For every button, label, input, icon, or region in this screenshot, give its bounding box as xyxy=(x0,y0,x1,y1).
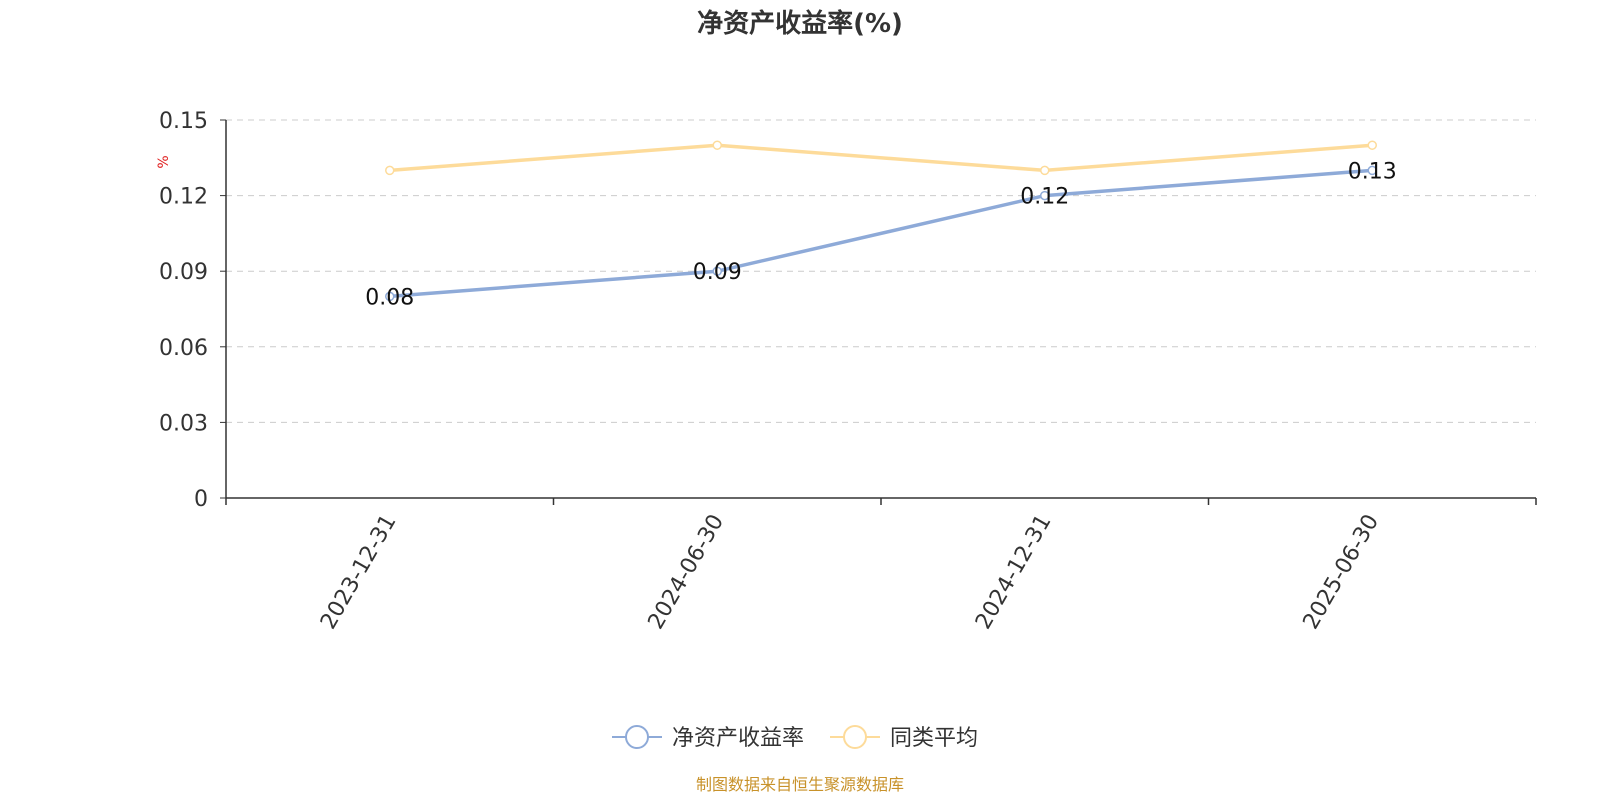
data-point xyxy=(1367,165,1377,176)
x-tick-label: 2024-06-30 xyxy=(644,510,730,633)
data-point xyxy=(1040,165,1050,176)
y-tick-label: 0 xyxy=(194,487,208,512)
legend-marker xyxy=(625,725,649,749)
data-label: 0.08 xyxy=(365,285,414,310)
y-tick-label: 0.15 xyxy=(159,109,208,134)
legend-item[interactable]: 净资产收益率 xyxy=(612,725,804,751)
data-label: 0.13 xyxy=(1348,159,1397,184)
legend-item[interactable]: 同类平均 xyxy=(830,725,978,751)
legend[interactable]: 净资产收益率 同类平均 xyxy=(612,725,978,751)
series-line xyxy=(389,168,1373,299)
x-tick-label: 2024-12-31 xyxy=(971,510,1057,633)
data-point xyxy=(1040,190,1050,201)
legend-marker xyxy=(843,725,867,749)
x-tick-label: 2023-12-31 xyxy=(316,510,402,633)
x-tick-label: 2025-06-30 xyxy=(1299,510,1385,633)
series-lines xyxy=(385,140,1377,302)
y-tick-label: 0.12 xyxy=(159,185,208,210)
data-point xyxy=(712,140,722,150)
data-point xyxy=(1367,140,1377,150)
y-tick-label: 0.06 xyxy=(159,336,208,361)
grid-lines xyxy=(226,119,1536,423)
y-axis-unit-label: % xyxy=(156,155,172,168)
data-label: 0.09 xyxy=(693,260,742,285)
legend-label: 净资产收益率 xyxy=(672,726,804,751)
axes: 0 0.03 0.06 0.09 0.12 0.15 2023-12-31 2024-06-3… xyxy=(159,109,1537,634)
chart-title: 净资产收益率(%) xyxy=(697,8,903,39)
data-point xyxy=(385,165,395,176)
y-tick-label: 0.09 xyxy=(159,260,208,285)
data-label: 0.12 xyxy=(1020,185,1069,210)
data-point xyxy=(385,291,395,302)
data-labels: 0.08 0.09 0.12 0.13 xyxy=(365,159,1396,310)
data-point xyxy=(712,266,722,276)
series-line xyxy=(389,143,1373,173)
legend-label: 同类平均 xyxy=(890,726,978,751)
y-tick-label: 0.03 xyxy=(159,411,208,436)
source-note: 制图数据来自恒生聚源数据库 xyxy=(696,775,904,794)
